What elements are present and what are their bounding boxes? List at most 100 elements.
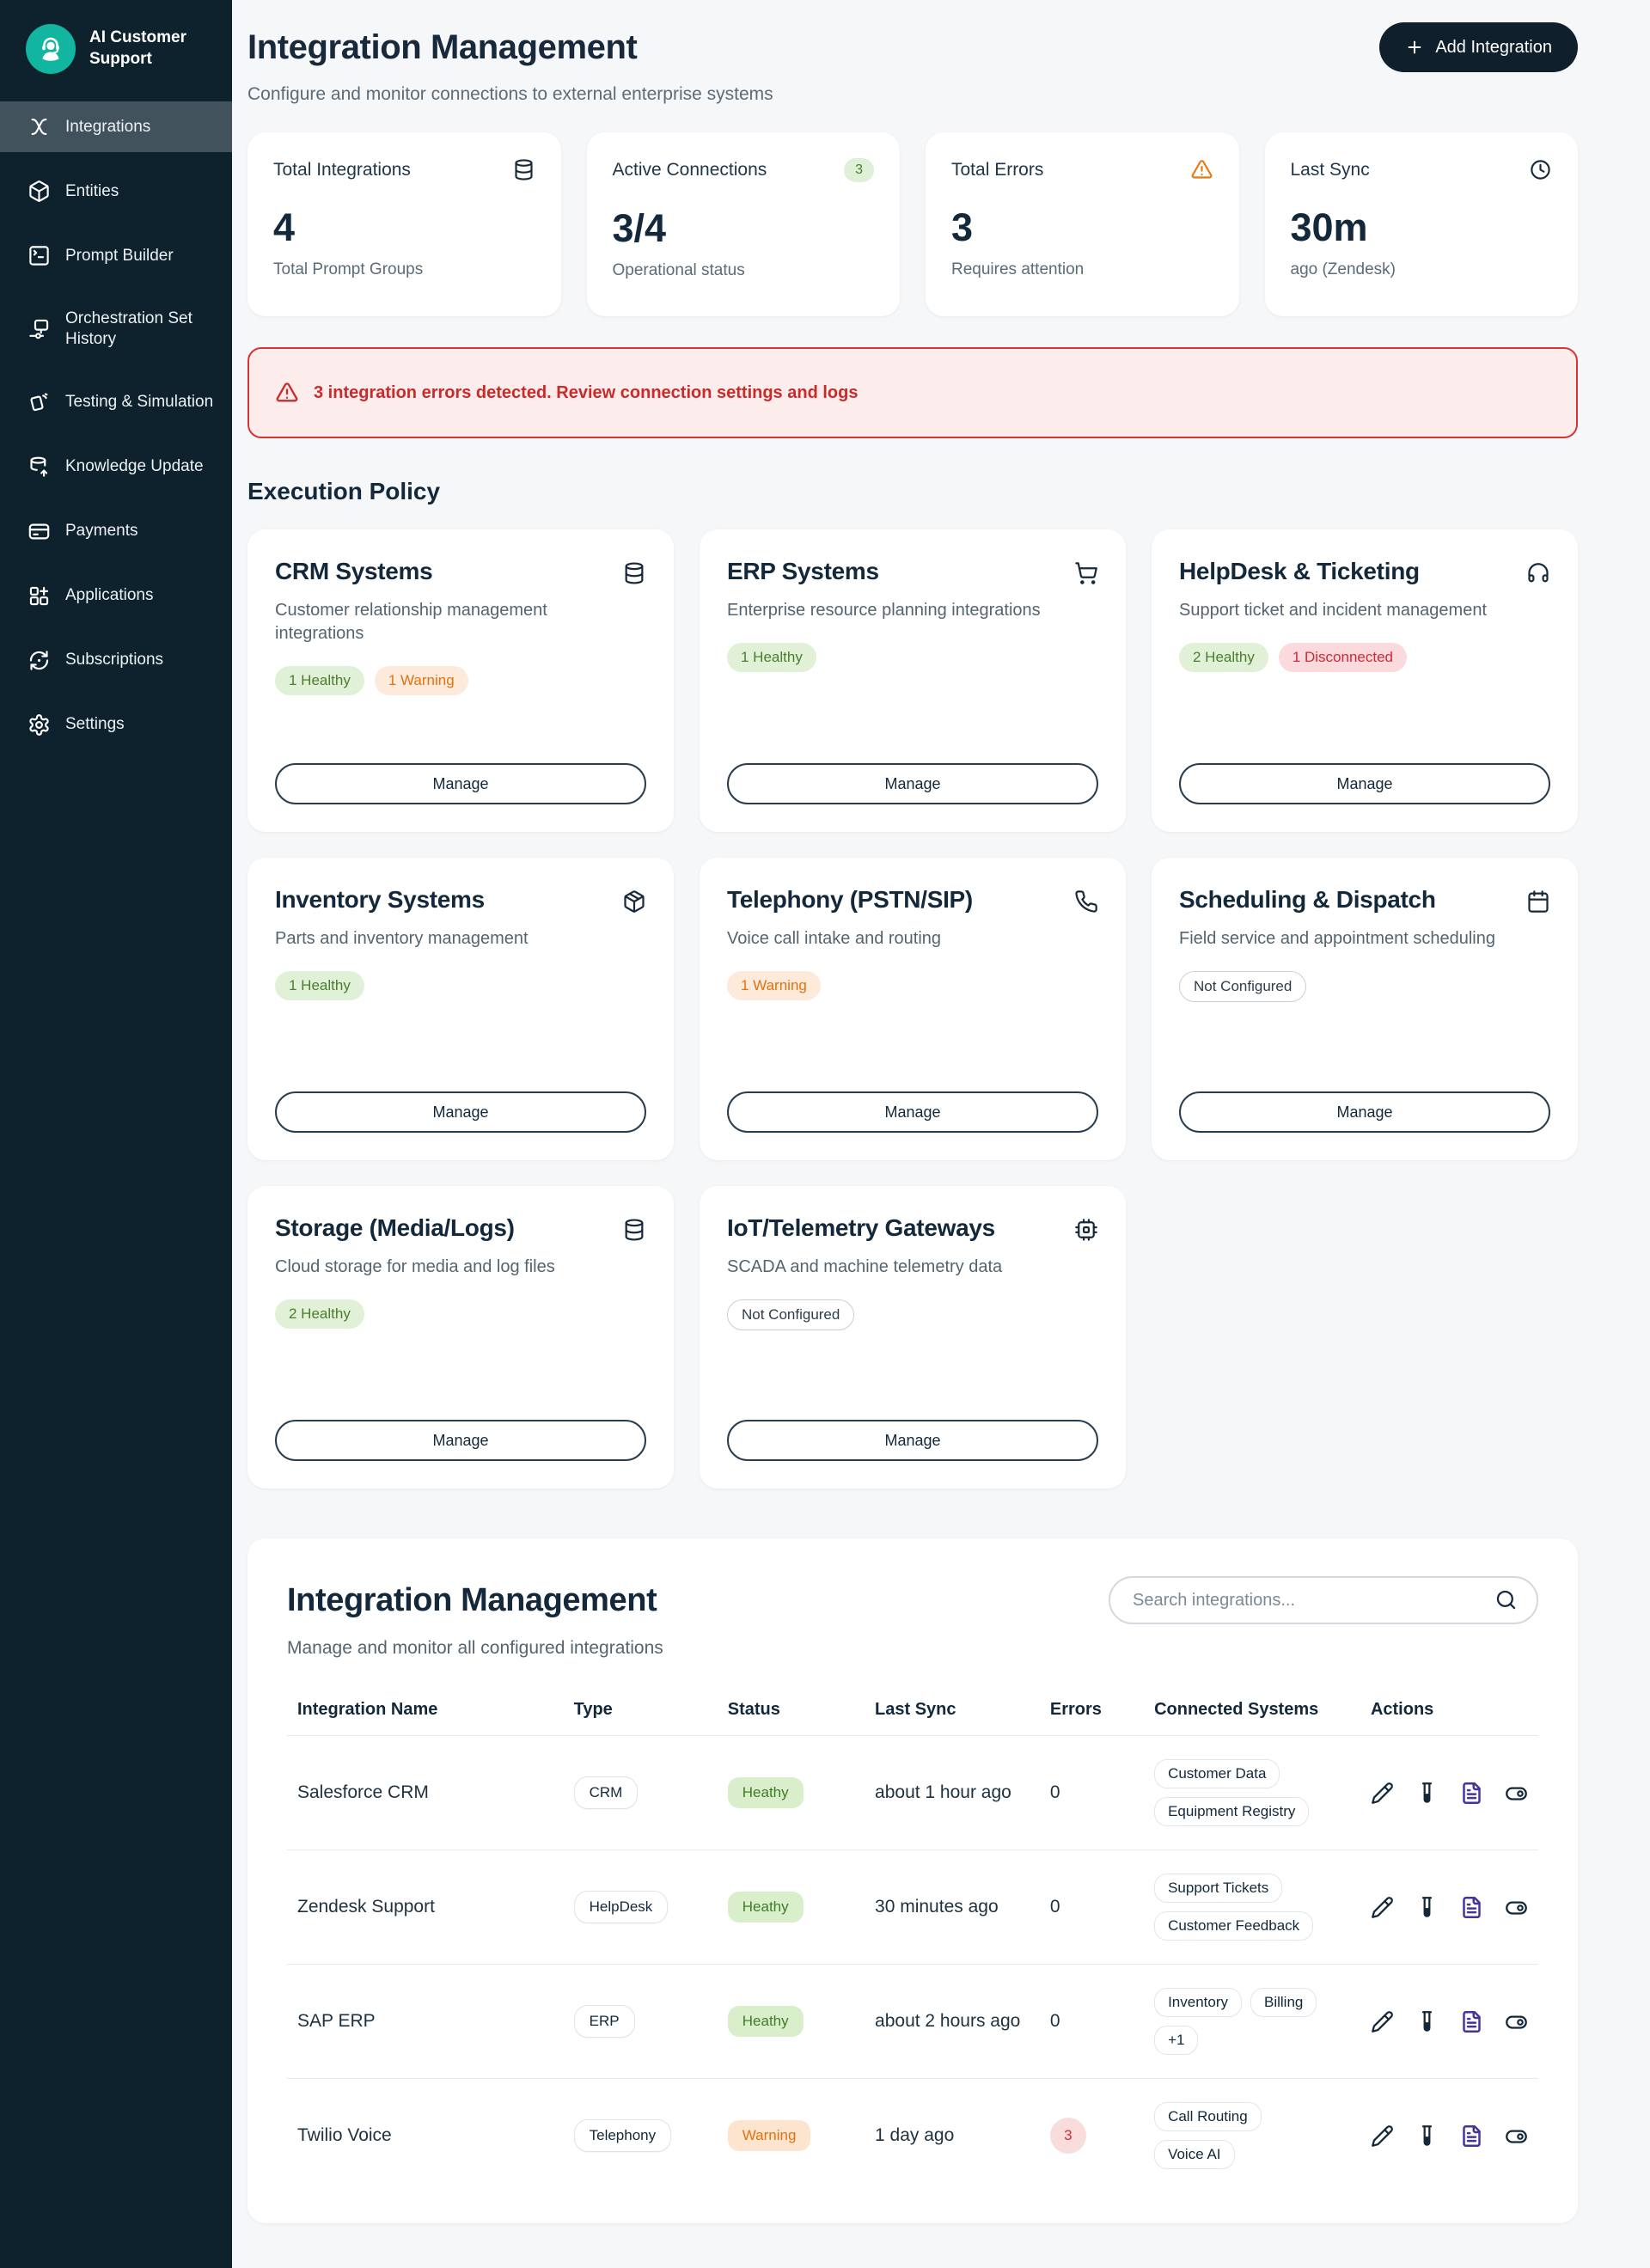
col-last-sync: Last Sync: [875, 1700, 956, 1719]
edit-button[interactable]: [1371, 1896, 1394, 1919]
calendar-icon: [1526, 889, 1550, 914]
policy-card-title: IoT/Telemetry Gateways: [727, 1214, 995, 1241]
toggle-button[interactable]: [1505, 1896, 1528, 1919]
last-sync-value: about 2 hours ago: [865, 1964, 1040, 2079]
test-button[interactable]: [1415, 2124, 1439, 2148]
logs-button[interactable]: [1460, 1896, 1483, 1919]
system-chip: Call Routing: [1154, 2102, 1262, 2131]
test-tube-icon: [1421, 1896, 1433, 1917]
test-button[interactable]: [1415, 1896, 1439, 1919]
system-chip-more: +1: [1154, 2026, 1199, 2055]
policy-card-title: ERP Systems: [727, 558, 879, 584]
pencil-icon: [1372, 2010, 1393, 2033]
logs-button[interactable]: [1460, 1782, 1483, 1805]
policy-card-description: Field service and appointment scheduling: [1179, 929, 1495, 949]
file-text-icon: [1463, 2010, 1481, 2033]
sidebar-item-payments[interactable]: Payments: [0, 506, 232, 557]
table-row: Salesforce CRM CRM Heathy about 1 hour a…: [287, 1735, 1538, 1850]
sidebar-item-orchestration-set-history[interactable]: Orchestration Set History: [0, 295, 232, 364]
stat-value: 3: [951, 205, 974, 249]
pencil-icon: [1372, 1782, 1393, 1804]
gear-icon: [28, 713, 51, 737]
stat-card-active-connections: Active Connections 3 3/4 Operational sta…: [586, 132, 900, 316]
errors-count: 0: [1039, 1964, 1145, 2079]
sidebar-item-settings[interactable]: Settings: [0, 700, 232, 750]
manage-button[interactable]: Manage: [727, 1091, 1098, 1133]
test-button[interactable]: [1415, 2010, 1439, 2033]
sidebar-item-label: Applications: [65, 586, 154, 605]
shopping-cart-icon: [1074, 561, 1098, 586]
stat-label: Last Sync: [1290, 159, 1370, 180]
manage-button[interactable]: Manage: [275, 1420, 646, 1461]
manage-button[interactable]: Manage: [1179, 1091, 1550, 1133]
test-tube-icon: [1421, 2010, 1433, 2032]
status-chip: Heathy: [727, 1777, 804, 1808]
headset-agent-icon: [26, 24, 76, 74]
integration-name: Zendesk Support: [287, 1849, 564, 1965]
grid-plus-icon: [28, 584, 51, 608]
toggle-button[interactable]: [1505, 2010, 1528, 2033]
policy-card-description: Customer relationship management integra…: [275, 601, 547, 644]
integrations-icon: [28, 115, 51, 138]
system-chip: Customer Feedback: [1154, 1911, 1314, 1941]
manage-button[interactable]: Manage: [727, 763, 1098, 804]
manage-button[interactable]: Manage: [1179, 763, 1550, 804]
sidebar-item-testing-simulation[interactable]: Testing & Simulation: [0, 377, 232, 428]
search-box: [1109, 1576, 1538, 1624]
col-errors: Errors: [1049, 1700, 1102, 1719]
stat-subtext: Total Prompt Groups: [273, 260, 424, 278]
connected-systems: Call Routing Voice AI: [1154, 2102, 1350, 2169]
sidebar-item-integrations[interactable]: Integrations: [0, 101, 232, 152]
stat-card-total-integrations: Total Integrations 4 Total Prompt Groups: [248, 132, 561, 316]
col-actions: Actions: [1370, 1700, 1434, 1719]
last-sync-value: 30 minutes ago: [865, 1849, 1040, 1965]
search-input[interactable]: [1109, 1576, 1538, 1624]
sidebar-item-prompt-builder[interactable]: Prompt Builder: [0, 230, 232, 281]
edit-button[interactable]: [1371, 2010, 1394, 2033]
logs-button[interactable]: [1460, 2010, 1483, 2033]
sidebar-item-applications[interactable]: Applications: [0, 571, 232, 621]
stat-label: Total Integrations: [273, 159, 411, 180]
sidebar-item-entities[interactable]: Entities: [0, 166, 232, 217]
manage-button[interactable]: Manage: [727, 1420, 1098, 1461]
status-badge: 1 Warning: [374, 666, 468, 696]
stat-value: 30m: [1290, 205, 1368, 249]
cards-icon: [28, 391, 51, 414]
cube-icon: [28, 180, 51, 203]
test-button[interactable]: [1415, 1782, 1439, 1805]
sidebar-item-label: Integrations: [65, 117, 151, 136]
type-chip: CRM: [573, 1776, 639, 1809]
toggle-button[interactable]: [1505, 2124, 1528, 2148]
logs-button[interactable]: [1460, 2124, 1483, 2148]
policy-card-title: Scheduling & Dispatch: [1179, 886, 1436, 913]
policy-card-title: HelpDesk & Ticketing: [1179, 558, 1420, 584]
pencil-icon: [1372, 1896, 1393, 1918]
status-badge: 2 Healthy: [275, 1299, 364, 1330]
policy-card-description: Support ticket and incident management: [1179, 601, 1487, 620]
status-chip: Heathy: [727, 2006, 804, 2037]
policy-card-title: Inventory Systems: [275, 886, 485, 913]
policy-card-telephony: Telephony (PSTN/SIP) Voice call intake a…: [700, 858, 1126, 1160]
sidebar-item-subscriptions[interactable]: Subscriptions: [0, 635, 232, 686]
status-badge: Not Configured: [1179, 971, 1307, 1003]
manage-button[interactable]: Manage: [275, 763, 646, 804]
policy-card-storage: Storage (Media/Logs) Cloud storage for m…: [248, 1186, 674, 1489]
policy-card-description: Enterprise resource planning integration…: [727, 601, 1041, 620]
sidebar: AI Customer Support Integrations Entitie…: [0, 0, 232, 2268]
test-tube-icon: [1421, 1782, 1433, 1803]
manage-button[interactable]: Manage: [275, 1091, 646, 1133]
edit-button[interactable]: [1371, 1782, 1394, 1805]
edit-button[interactable]: [1371, 2124, 1394, 2148]
execution-policy-heading: Execution Policy: [248, 478, 441, 504]
policy-card-scheduling: Scheduling & Dispatch Field service and …: [1152, 858, 1578, 1160]
last-sync-value: 1 day ago: [865, 2078, 1040, 2192]
sidebar-item-knowledge-update[interactable]: Knowledge Update: [0, 442, 232, 492]
system-chip: Billing: [1250, 1988, 1317, 2017]
app-title: AI Customer Support: [89, 28, 186, 68]
system-chip: Voice AI: [1154, 2140, 1235, 2169]
add-integration-button[interactable]: Add Integration: [1379, 22, 1578, 72]
clock-icon: [1529, 158, 1552, 181]
toggle-button[interactable]: [1505, 1782, 1528, 1805]
stat-subtext: ago (Zendesk): [1290, 260, 1396, 278]
policy-card-description: Parts and inventory management: [275, 929, 529, 949]
